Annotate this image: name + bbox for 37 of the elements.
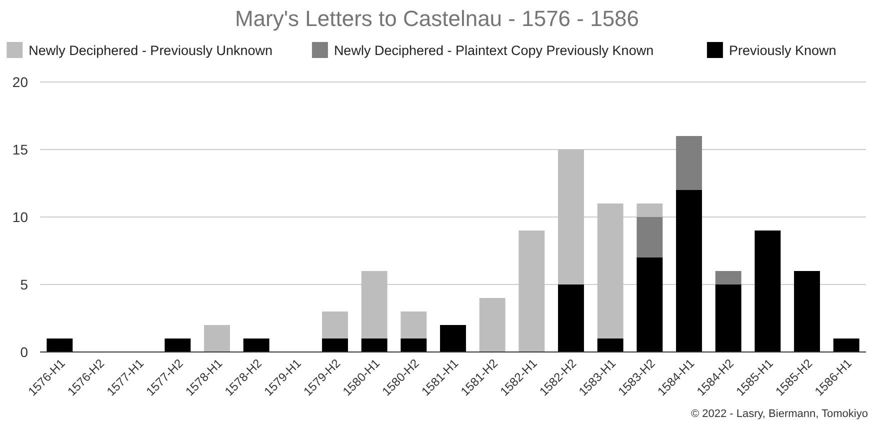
y-tick-label: 15 <box>12 142 28 158</box>
bar <box>833 338 860 352</box>
bar <box>715 271 742 284</box>
bar <box>361 338 388 352</box>
bar <box>715 284 742 352</box>
bar <box>479 298 506 352</box>
bar <box>558 284 584 352</box>
bar <box>322 338 348 352</box>
bar <box>518 230 545 352</box>
bar <box>204 325 230 352</box>
bar <box>754 230 781 352</box>
chart-title: Mary's Letters to Castelnau - 1576 - 1586 <box>234 6 640 31</box>
bar <box>243 338 270 352</box>
legend-label: Previously Known <box>728 43 836 58</box>
bar <box>636 217 663 258</box>
y-tick-label: 5 <box>20 276 28 292</box>
bar <box>676 136 702 190</box>
bar <box>636 258 663 352</box>
bar <box>164 338 191 352</box>
bar <box>400 338 427 352</box>
legend-label: Newly Deciphered - Plaintext Copy Previously Known <box>334 43 654 58</box>
bar <box>322 312 348 338</box>
text: © 2022 - Lasry, Biermann, Tomokiyo <box>690 408 868 420</box>
bar <box>597 204 624 338</box>
bar <box>46 338 73 352</box>
bar <box>400 312 427 338</box>
y-tick-label: 20 <box>12 74 28 90</box>
bar <box>636 204 663 217</box>
y-tick-label: 0 <box>20 344 28 360</box>
bar <box>597 338 624 352</box>
legend-label: Newly Deciphered - Previously Unknown <box>28 43 273 58</box>
bar <box>440 325 466 352</box>
bar <box>558 150 584 284</box>
bar <box>361 271 388 338</box>
y-tick-label: 10 <box>12 209 28 225</box>
bar <box>794 271 820 352</box>
bar <box>676 190 702 352</box>
